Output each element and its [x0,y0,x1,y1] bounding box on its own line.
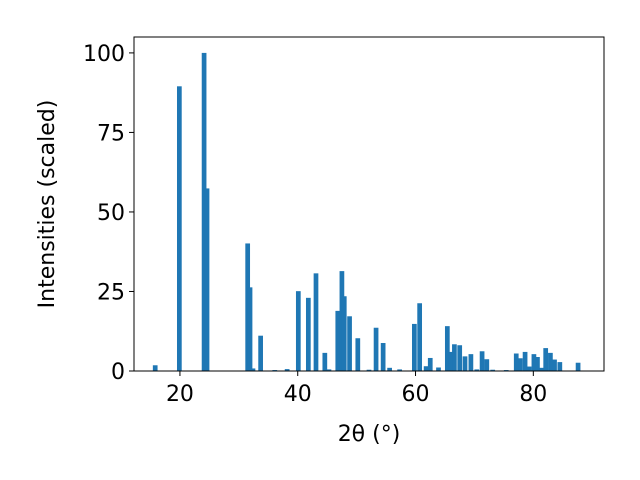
bar [436,367,441,371]
bar [341,296,347,371]
bar [326,369,332,371]
bar [313,273,319,371]
bar [518,358,523,371]
bar [250,368,256,371]
y-tick-label: 50 [97,201,125,226]
bar [468,354,474,371]
y-tick-label: 75 [97,121,125,146]
bar [366,369,372,371]
bar [444,326,450,371]
y-tick-label: 0 [111,360,125,385]
bar [201,52,207,372]
bar [423,366,429,371]
bar [417,303,423,371]
bar [295,291,301,371]
y-tick-label: 100 [83,42,125,67]
bar [448,351,454,371]
bar [479,351,485,371]
bar [474,369,480,371]
bar [543,348,549,371]
bar [575,362,581,371]
bar [380,343,386,371]
bar [457,345,463,371]
x-tick-label: 20 [166,382,194,407]
y-tick-label: 25 [97,280,125,305]
x-tick-label: 80 [519,382,547,407]
bar [347,316,352,371]
y-axis: 0 25 50 75 100 [83,42,134,385]
bar [557,362,563,371]
bar [526,366,532,371]
bar [452,344,457,371]
bar [258,335,263,371]
bar [152,365,158,371]
bar [284,369,290,371]
bar [204,188,210,371]
x-tick-label: 40 [284,382,312,407]
x-tick-label: 60 [402,382,430,407]
bar [247,287,253,371]
bar [305,297,311,371]
bar [552,359,557,371]
bar [411,323,417,371]
bar [490,369,496,371]
bar [335,310,341,371]
x-axis: 20 40 60 80 [166,371,547,407]
bar [322,352,328,371]
bar [522,351,528,371]
bar [387,367,392,371]
bar [531,354,537,371]
bar [355,338,361,371]
bar [176,86,182,372]
bar [539,367,544,371]
bar [513,353,519,371]
y-axis-label: Intensities (scaled) [35,100,60,309]
bar [427,357,433,371]
plot-frame [133,36,605,372]
bar [373,327,379,371]
bar [484,359,490,371]
bar [397,369,402,371]
bar [462,356,468,371]
bar [535,357,540,371]
bar-series [152,52,581,372]
x-axis-label: 2θ (°) [338,422,401,447]
bar [548,352,553,371]
